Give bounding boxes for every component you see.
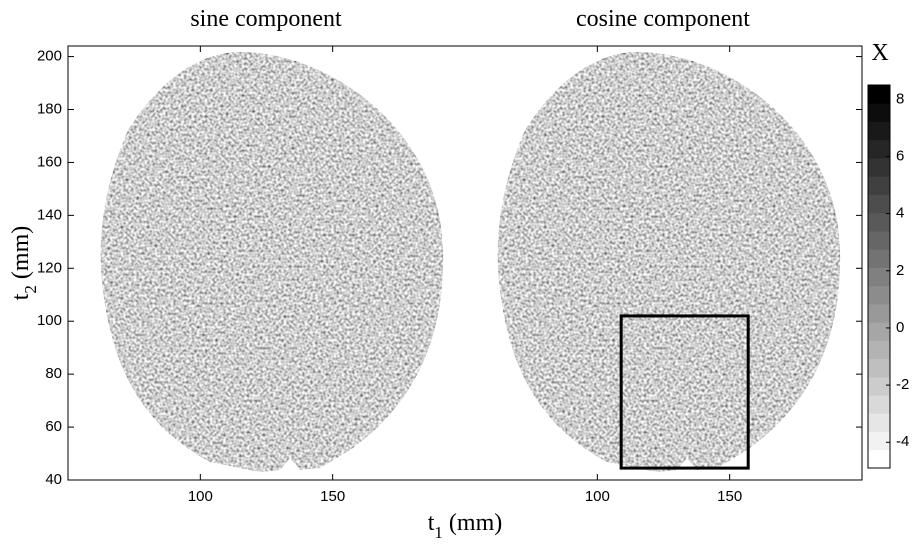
colorbar-tick-label: 8 [896, 90, 904, 107]
x-axis-label: t1 (mm) [428, 510, 503, 542]
colorbar-tick-label: 2 [896, 262, 904, 279]
y-tick-label: 80 [45, 365, 62, 382]
colorbar-label: X [871, 40, 888, 66]
x-label-sub: 1 [434, 523, 443, 542]
heatmap-panel [100, 52, 444, 472]
colorbar-step [868, 267, 890, 287]
colorbar-step [868, 431, 890, 451]
colorbar-tick-label: 0 [896, 319, 904, 336]
colorbar-step [868, 249, 890, 268]
colorbar-step [868, 358, 890, 378]
colorbar-step [868, 413, 890, 433]
y-tick-label: 140 [37, 206, 62, 223]
colorbar-step [868, 139, 890, 159]
heatmap-image [100, 52, 444, 472]
colorbar-step [868, 157, 890, 177]
y-tick-label: 160 [37, 153, 62, 170]
colorbar-step [868, 395, 890, 414]
colorbar-tick-label: 6 [896, 147, 904, 164]
y-tick-label: 40 [45, 471, 62, 488]
x-tick-label: 150 [717, 488, 742, 505]
colorbar-step [868, 285, 890, 305]
colorbar-tick-label: 4 [896, 205, 904, 222]
y-tick-label: 200 [37, 48, 62, 65]
colorbar-step [868, 212, 890, 232]
y-axis-label: t2 (mm) [8, 226, 40, 301]
heatmap-image [497, 52, 841, 472]
axes-frame [67, 45, 863, 481]
colorbar-tick-label: -4 [896, 433, 909, 450]
x-tick-label: 150 [320, 488, 345, 505]
y-tick-label: 120 [37, 259, 62, 276]
colorbar-step [868, 303, 890, 323]
x-tick-label: 100 [188, 488, 213, 505]
panel-title: sine component [190, 6, 342, 32]
x-tick-label: 100 [585, 488, 610, 505]
x-label-main: t [428, 510, 435, 536]
y-tick-label: 100 [37, 312, 62, 329]
x-label-unit: (mm) [449, 510, 502, 536]
colorbar-step [868, 230, 890, 250]
colorbar-step [868, 194, 890, 214]
panel-title: cosine component [576, 6, 750, 32]
y-label-sub: 2 [21, 285, 40, 294]
y-tick-label: 180 [37, 100, 62, 117]
colorbar-step [868, 322, 890, 341]
colorbar-tick-label: -2 [896, 376, 909, 393]
colorbar-step [868, 176, 890, 195]
colorbar-step [868, 121, 890, 141]
colorbar-step [868, 103, 890, 122]
heatmap-panel [497, 52, 841, 472]
roi-box [619, 314, 750, 470]
y-tick-label: 60 [45, 418, 62, 435]
colorbar-step [868, 85, 890, 104]
y-label-main: t [8, 293, 34, 300]
colorbar-step [868, 340, 890, 360]
colorbar-step [868, 376, 890, 396]
colorbar-frame [867, 84, 891, 469]
colorbar-step [868, 449, 890, 469]
y-label-unit: (mm) [8, 226, 34, 279]
